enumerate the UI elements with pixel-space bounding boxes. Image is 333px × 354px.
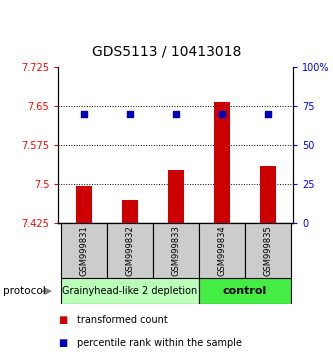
Text: protocol: protocol	[3, 286, 46, 296]
Point	[81, 111, 86, 117]
Text: GSM999832: GSM999832	[125, 225, 134, 276]
Text: transformed count: transformed count	[77, 315, 167, 325]
Bar	[214, 102, 230, 223]
Text: GSM999834: GSM999834	[217, 225, 226, 276]
Bar	[245, 223, 291, 278]
Bar	[122, 200, 138, 223]
Text: GSM999835: GSM999835	[263, 225, 272, 276]
Text: GDS5113 / 10413018: GDS5113 / 10413018	[92, 44, 241, 58]
Point	[265, 111, 270, 117]
Bar	[199, 278, 291, 304]
Point	[219, 111, 224, 117]
Text: ■: ■	[58, 338, 68, 348]
Bar	[153, 223, 199, 278]
Bar	[107, 223, 153, 278]
Text: control: control	[222, 286, 267, 296]
Text: GSM999833: GSM999833	[171, 225, 180, 276]
Text: Grainyhead-like 2 depletion: Grainyhead-like 2 depletion	[62, 286, 197, 296]
Text: ■: ■	[58, 315, 68, 325]
Bar	[61, 223, 107, 278]
Point	[127, 111, 132, 117]
Point	[173, 111, 178, 117]
Bar	[260, 166, 276, 223]
Text: percentile rank within the sample: percentile rank within the sample	[77, 338, 241, 348]
Text: GSM999831: GSM999831	[79, 225, 88, 276]
Bar	[167, 170, 184, 223]
Bar	[199, 223, 245, 278]
Bar	[76, 185, 92, 223]
Bar	[61, 278, 199, 304]
